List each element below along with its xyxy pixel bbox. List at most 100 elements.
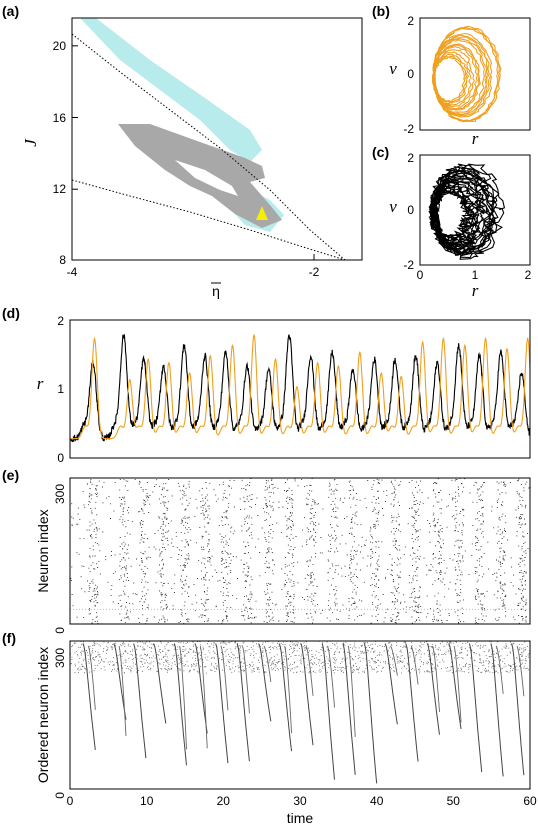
ordered-curve [278,643,293,752]
ordered-curve [363,643,378,784]
c-ytick-0: 0 [407,203,414,217]
f-ylabel: Ordered neuron index [35,647,51,783]
panel-a-frame [71,17,363,261]
b-ytick-m2: -2 [403,122,414,136]
b-ytick-0: 0 [407,67,414,81]
f-xticks: 0 10 20 30 40 50 60 [67,794,537,808]
d-ylabel: r [37,374,44,393]
a-xtick-m2: -2 [309,265,320,279]
f-xtick-50: 50 [447,794,461,808]
ordered-curve [448,643,462,729]
c-xlabel: r [472,281,479,300]
b-ylabel: v [389,59,397,78]
f-ytick-300: 300 [53,648,67,668]
ordered-curve [87,645,96,710]
f-xtick-60: 60 [523,794,537,808]
ordered-curve [236,643,250,762]
ordered-curve [405,643,419,762]
f-xtick-10: 10 [140,794,154,808]
d-ytick-2: 2 [57,314,64,328]
ordered-curve [199,645,208,749]
f-xtick-30: 30 [293,794,307,808]
panel-a-plot [71,18,346,261]
ordered-curve [426,643,440,735]
f-xtick-20: 20 [217,794,231,808]
panel-f-raster [70,640,531,784]
f-xlabel: time [287,810,314,826]
b-ytick-2: 2 [407,14,414,28]
gray-gap [175,160,238,196]
a-ytick-20: 20 [53,39,67,53]
ordered-curve [300,643,314,746]
ordered-curve [284,645,293,734]
ordered-curve [173,643,187,766]
d-ytick-1: 1 [57,382,64,396]
ordered-curve [118,645,127,737]
phase-loop [430,163,506,260]
panel-d-frame [69,319,531,459]
ordered-curve [384,643,398,725]
f-ytick-0: 0 [53,792,67,799]
c-xtick-0: 0 [417,268,424,282]
a-ytick-16: 16 [53,111,67,125]
a-ytick-8: 8 [59,253,66,267]
ordered-curve [321,643,335,780]
panel-f-label: (f) [2,630,16,646]
raster-spikes [70,477,531,625]
panel-d-plot [69,333,531,443]
panel-f-frame [69,640,531,790]
a-xlabel: η [212,283,220,299]
ordered-curve [215,643,229,764]
ordered-curve [516,645,525,697]
panel-b-frame [419,17,531,131]
ordered-curve [342,643,356,775]
ordered-curve [327,645,335,708]
panel-b-plot [431,25,502,123]
c-ytick-2: 2 [407,151,414,165]
c-xtick-2: 2 [525,268,532,282]
f-xtick-0: 0 [67,794,74,808]
phase-loop [432,25,502,123]
yellow-triangle-marker [256,206,268,220]
panel-a-ticks [71,45,315,261]
ordered-curve [432,645,440,713]
panel-c-frame [419,154,531,266]
ordered-curve [153,643,167,724]
ordered-curve [305,645,314,696]
dotted-boundary-upper [71,33,346,261]
timeseries-line [69,334,531,443]
ordered-curve [511,643,525,776]
c-ylabel: v [389,197,397,216]
b-xlabel: r [472,129,479,148]
e-ytick-0: 0 [53,627,67,634]
ordered-curve [82,643,96,750]
f-xtick-40: 40 [370,794,384,808]
cyan-region [80,18,262,162]
phase-loop [432,32,493,118]
ordered-curve [453,645,462,723]
phase-loop [428,166,498,257]
ordered-curve [390,645,398,676]
phase-loop [430,163,503,259]
d-ytick-0: 0 [57,451,64,465]
c-ytick-m2: -2 [403,258,414,272]
panel-d-label: (d) [2,305,20,321]
c-xtick-1: 1 [472,268,479,282]
timeseries-line [70,333,531,440]
ordered-curve [220,645,229,711]
panel-b-label: (b) [372,3,390,19]
e-ytick-300: 300 [53,484,67,504]
ordered-curve [490,643,504,777]
panel-e-label: (e) [2,467,19,483]
ordered-curve [468,643,483,773]
a-ylabel: J [21,138,40,147]
ordered-curve [179,645,187,750]
ordered-curve [194,643,208,734]
panel-a-label: (a) [2,3,19,19]
ordered-curve [495,645,504,694]
panel-e-raster [70,477,531,625]
e-ylabel: Neuron index [35,509,51,592]
ordered-curve [242,645,250,714]
ordered-curve [258,643,272,722]
